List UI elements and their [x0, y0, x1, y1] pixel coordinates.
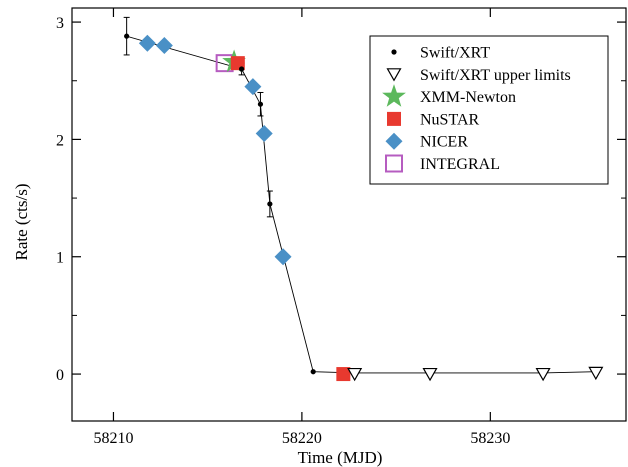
legend-label-nustar: NuSTAR [420, 111, 480, 128]
x-axis-label: Time (MJD) [298, 448, 383, 467]
nicer-point [255, 125, 273, 143]
y-tick-label: 1 [56, 250, 64, 267]
legend-label-swift-xrt-upper-limits: Swift/XRT upper limits [420, 67, 571, 84]
nicer-point [244, 78, 262, 96]
plot-frame [71, 7, 627, 422]
axis-ticks: 58210 58220 58230 0 1 2 3 [56, 8, 626, 447]
legend-label-nicer: NICER [420, 134, 468, 151]
swift-xrt-point [257, 101, 264, 107]
x-tick-label: 58220 [282, 430, 322, 447]
y-tick-label: 3 [56, 15, 64, 32]
nustar-point [336, 367, 351, 382]
nicer-point [155, 37, 173, 55]
x-tick-label: 58210 [93, 430, 133, 447]
swift-xrt-upper-limits-point [535, 367, 551, 382]
swift-xrt-point [310, 369, 316, 375]
legend-marker-nicer [385, 132, 403, 150]
legend: Swift/XRT Swift/XRT upper limits XMM-Newto… [369, 35, 609, 185]
y-axis-label: Rate (cts/s) [12, 184, 31, 261]
legend-marker-swift-xrt-upper-limits [386, 68, 402, 82]
legend-marker-integral [385, 154, 403, 173]
swift-xrt-upper-limits-point [422, 367, 438, 382]
legend-marker-xmm-newton [382, 84, 406, 107]
swift-xrt-point [267, 201, 273, 207]
nicer-point [274, 248, 292, 266]
x-tick-label: 58230 [470, 430, 510, 447]
swift-xrt-upper-limits-point [347, 367, 363, 382]
legend-label-swift-xrt: Swift/XRT [420, 45, 490, 62]
plot-area-border [71, 7, 627, 422]
data-markers [124, 33, 604, 382]
legend-label-integral: INTEGRAL [420, 156, 500, 173]
legend-marker-swift-xrt [391, 49, 397, 55]
legend-box [369, 35, 609, 185]
swift-xrt-point [124, 33, 130, 39]
nicer-point [138, 34, 156, 52]
swift-xrt-point [238, 66, 245, 72]
y-tick-label: 0 [56, 367, 64, 384]
legend-marker-nustar [387, 111, 401, 126]
legend-label-xmm-newton: XMM-Newton [420, 89, 516, 106]
y-tick-label: 2 [56, 132, 64, 149]
swift-xrt-upper-limits-point [588, 366, 604, 381]
